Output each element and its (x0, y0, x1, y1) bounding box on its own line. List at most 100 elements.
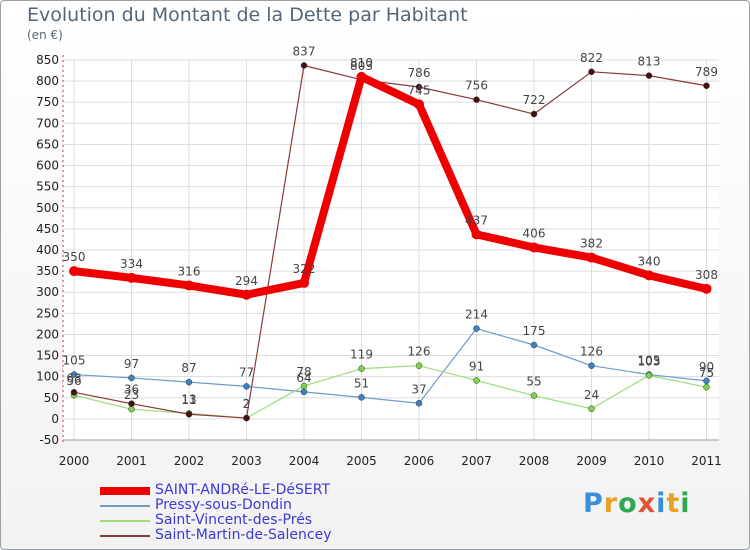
data-point (588, 68, 595, 76)
data-label: 51 (354, 376, 369, 390)
data-point (300, 388, 308, 396)
x-tick-label: 2005 (346, 454, 377, 468)
x-tick-label: 2006 (404, 454, 435, 468)
data-label: 340 (638, 254, 661, 268)
data-label: 11 (181, 393, 196, 407)
data-label: 36 (124, 383, 139, 397)
data-label: 91 (469, 359, 484, 373)
data-label: 105 (63, 354, 86, 368)
data-label: 90 (699, 360, 714, 374)
data-point (185, 410, 193, 418)
y-tick-label: 450 (36, 222, 59, 236)
y-tick-label: 150 (36, 349, 59, 363)
chart-subtitle: (en €) (27, 28, 63, 42)
data-point (300, 382, 308, 390)
data-point (70, 371, 78, 378)
data-point (415, 83, 423, 91)
x-tick-label: 2001 (116, 454, 147, 468)
data-point (645, 372, 653, 379)
data-point (415, 362, 423, 369)
data-label: 2 (243, 397, 251, 411)
data-point (529, 242, 539, 253)
data-label: 334 (120, 257, 143, 271)
y-tick-label: 0 (51, 412, 59, 426)
data-label: 745 (408, 83, 431, 97)
data-label: 23 (124, 388, 139, 402)
data-label: 214 (465, 308, 488, 322)
data-label: 13 (181, 392, 196, 406)
data-point (586, 252, 597, 263)
data-label: 105 (638, 354, 661, 368)
data-label: 103 (638, 354, 661, 368)
legend-label: Pressy-sous-Dondin (155, 497, 292, 513)
x-tick-label: 2007 (461, 454, 492, 468)
y-tick-label: 750 (36, 95, 59, 109)
data-point (415, 400, 423, 407)
data-label: 294 (235, 274, 258, 288)
data-point (299, 277, 309, 288)
data-point (128, 400, 135, 407)
data-point (300, 62, 308, 69)
legend-swatch (100, 520, 150, 522)
data-point (703, 82, 710, 90)
x-tick-label: 2010 (634, 454, 665, 468)
data-point (70, 389, 78, 396)
data-label: 437 (465, 213, 488, 227)
y-tick-label: -50 (39, 433, 59, 447)
y-tick-label: 300 (36, 285, 59, 299)
x-tick-label: 2003 (231, 454, 262, 468)
data-point (414, 99, 424, 110)
data-point (243, 414, 250, 422)
legend-label: Saint-Martin-de-Salencey (155, 527, 332, 543)
data-point (358, 365, 365, 372)
x-tick-label: 2004 (289, 454, 320, 468)
data-label: 813 (638, 55, 661, 69)
data-label: 350 (63, 250, 86, 264)
y-tick-label: 50 (44, 391, 59, 405)
legend-swatch (100, 505, 150, 507)
series-line-0 (70, 72, 711, 299)
data-point (644, 270, 654, 281)
data-label: 63 (66, 371, 81, 385)
legend-swatch (100, 487, 150, 495)
x-tick-label: 2011 (691, 454, 722, 468)
y-tick-label: 350 (36, 264, 59, 278)
data-label: 322 (293, 262, 316, 276)
data-label: 75 (699, 366, 714, 380)
series-line-1 (73, 327, 708, 404)
data-point (128, 374, 135, 382)
x-tick-label: 2000 (59, 454, 90, 468)
data-point (358, 394, 365, 401)
data-label: 837 (293, 44, 316, 58)
data-point (703, 383, 710, 391)
data-point (530, 110, 538, 118)
data-point (645, 72, 653, 79)
y-tick-label: 500 (36, 201, 59, 215)
data-label: 789 (695, 65, 718, 79)
data-label: 316 (178, 264, 201, 278)
y-tick-label: 800 (36, 74, 59, 88)
legend-label: SAINT-ANDRé-LE-DéSERT (155, 482, 331, 498)
chart-title: Evolution du Montant de la Dette par Hab… (27, 4, 468, 26)
data-label: 24 (584, 388, 599, 402)
data-point (243, 383, 250, 390)
data-label: 382 (580, 237, 603, 251)
y-tick-label: 700 (36, 116, 59, 130)
data-point (356, 71, 367, 82)
data-label: 756 (465, 79, 488, 93)
data-label: 78 (296, 365, 311, 379)
data-label: 37 (411, 382, 426, 396)
data-label: 2 (243, 397, 251, 411)
data-label: 64 (296, 371, 311, 385)
data-point (185, 378, 193, 386)
data-label: 126 (408, 345, 431, 359)
y-tick-label: 100 (36, 370, 59, 384)
data-label: 56 (66, 374, 81, 388)
data-label: 119 (350, 348, 373, 362)
legend-label: Saint-Vincent-des-Prés (155, 512, 313, 528)
data-point (184, 280, 194, 291)
data-label: 308 (695, 268, 718, 282)
data-label: 87 (181, 361, 196, 375)
data-point (126, 272, 137, 283)
